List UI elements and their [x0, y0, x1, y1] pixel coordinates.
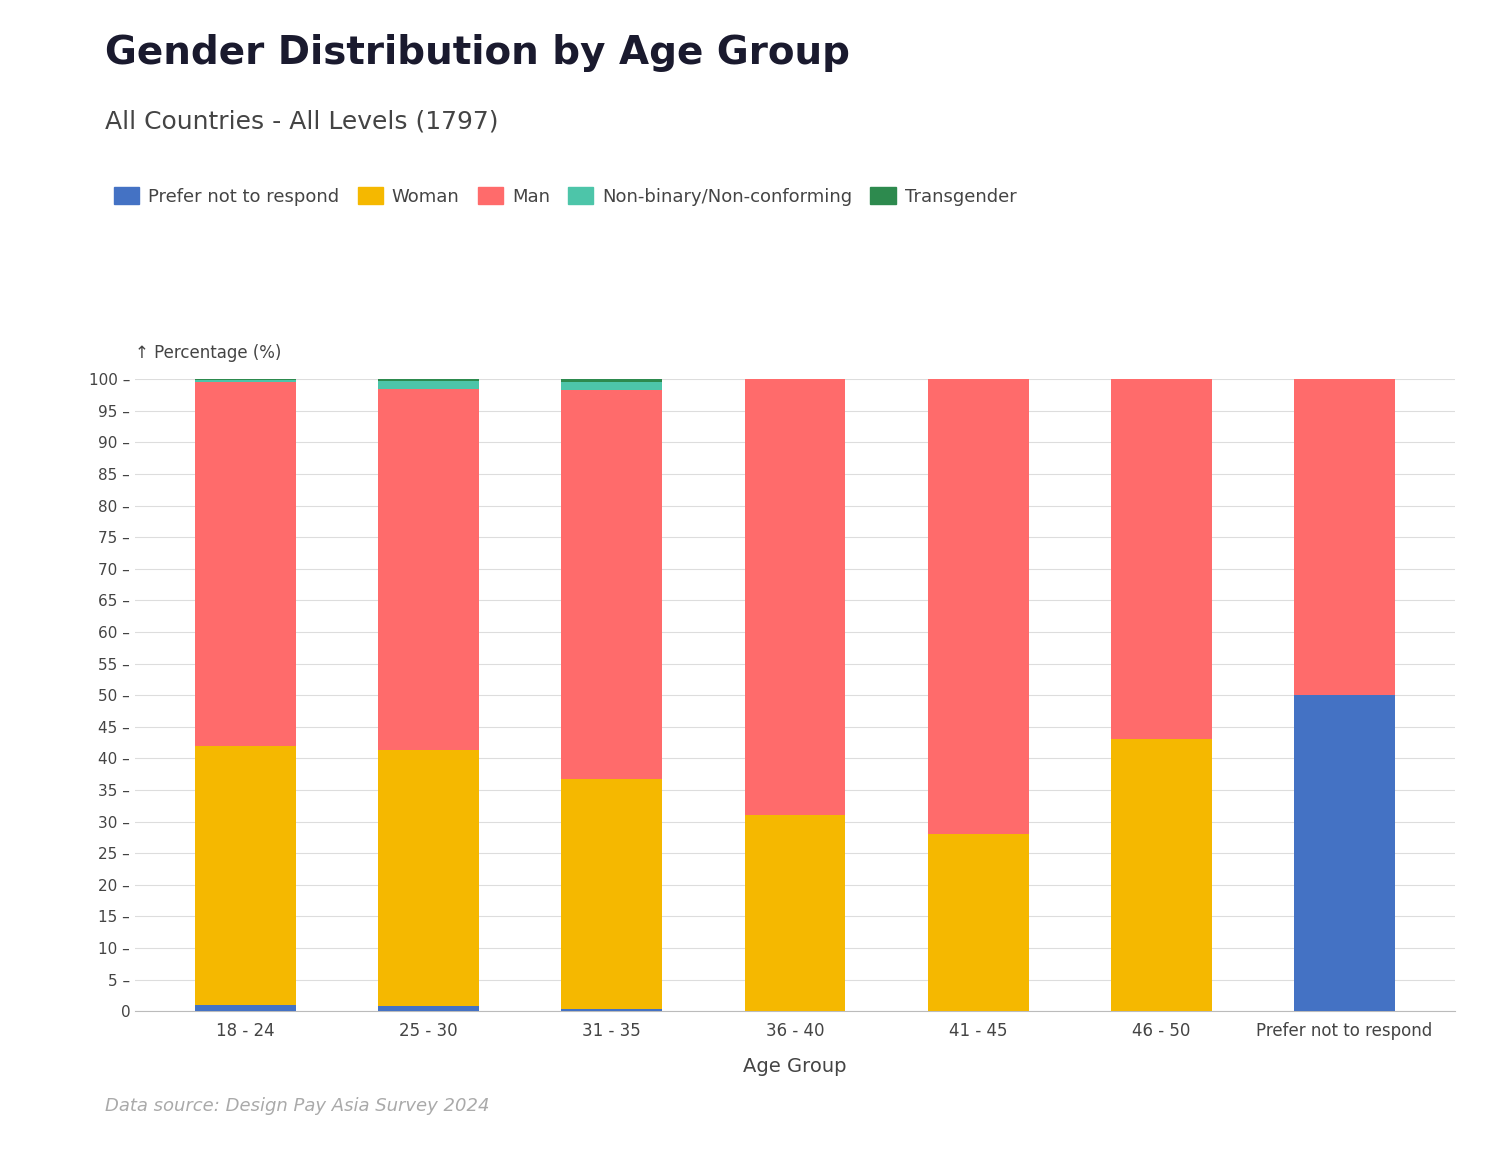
Text: ↑ Percentage (%): ↑ Percentage (%) [135, 344, 282, 362]
Bar [378, 388, 478, 750]
Bar [195, 380, 296, 383]
Bar [378, 1007, 478, 1011]
Bar [195, 746, 296, 1004]
Bar [561, 1009, 662, 1011]
Bar [378, 379, 478, 381]
Bar [378, 750, 478, 1007]
Bar [928, 834, 1029, 1011]
Bar [195, 379, 296, 380]
Text: Data source: Design Pay Asia Survey 2024: Data source: Design Pay Asia Survey 2024 [105, 1096, 489, 1115]
Bar [744, 379, 846, 816]
Bar [1294, 379, 1395, 695]
Bar [1112, 379, 1212, 740]
Bar [378, 381, 478, 388]
Bar [195, 1004, 296, 1011]
Bar [561, 390, 662, 779]
Bar [744, 816, 846, 1011]
Bar [561, 381, 662, 390]
Text: Gender Distribution by Age Group: Gender Distribution by Age Group [105, 34, 850, 72]
Bar [561, 379, 662, 381]
Bar [195, 383, 296, 746]
Bar [1294, 695, 1395, 1011]
X-axis label: Age Group: Age Group [744, 1057, 846, 1075]
Legend: Prefer not to respond, Woman, Man, Non-binary/Non-conforming, Transgender: Prefer not to respond, Woman, Man, Non-b… [114, 187, 1017, 206]
Text: All Countries - All Levels (1797): All Countries - All Levels (1797) [105, 109, 498, 133]
Bar [928, 379, 1029, 834]
Bar [1112, 740, 1212, 1011]
Bar [561, 779, 662, 1009]
